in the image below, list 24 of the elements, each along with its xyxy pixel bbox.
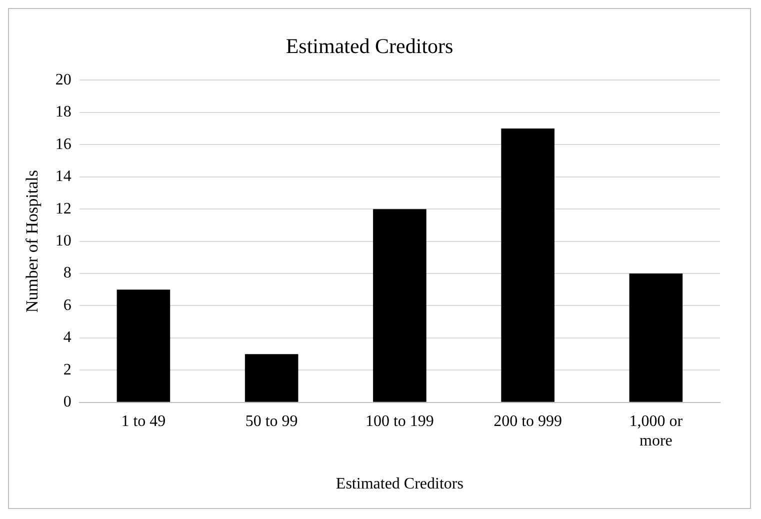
y-tick-label: 2 [63, 361, 72, 378]
y-tick-label: 8 [63, 264, 72, 282]
y-tick-label: 4 [63, 329, 72, 346]
y-tick-label: 6 [63, 296, 72, 314]
x-tick-label: 50 to 99 [245, 413, 298, 430]
y-tick-label: 0 [63, 394, 72, 411]
y-tick-label: 20 [55, 71, 72, 88]
bar [244, 354, 298, 402]
bar [373, 209, 426, 402]
chart-title: Estimated Creditors [286, 34, 454, 58]
bar [629, 274, 683, 402]
x-axis-title: Estimated Creditors [336, 476, 464, 493]
y-tick-label: 18 [55, 104, 72, 121]
bar [116, 290, 170, 402]
x-tick-label: 1,000 or more [629, 413, 684, 450]
y-tick-label: 16 [55, 136, 72, 153]
bar [501, 128, 554, 402]
x-tick-label: 1 to 49 [121, 413, 166, 430]
y-tick-label: 12 [55, 200, 72, 218]
x-tick-label: 200 to 999 [494, 413, 562, 430]
y-axis-title: Number of Hospitals [22, 170, 42, 313]
y-tick-label: 10 [55, 232, 72, 250]
y-tick-label: 14 [55, 168, 72, 186]
x-tick-label: 100 to 199 [365, 413, 434, 430]
